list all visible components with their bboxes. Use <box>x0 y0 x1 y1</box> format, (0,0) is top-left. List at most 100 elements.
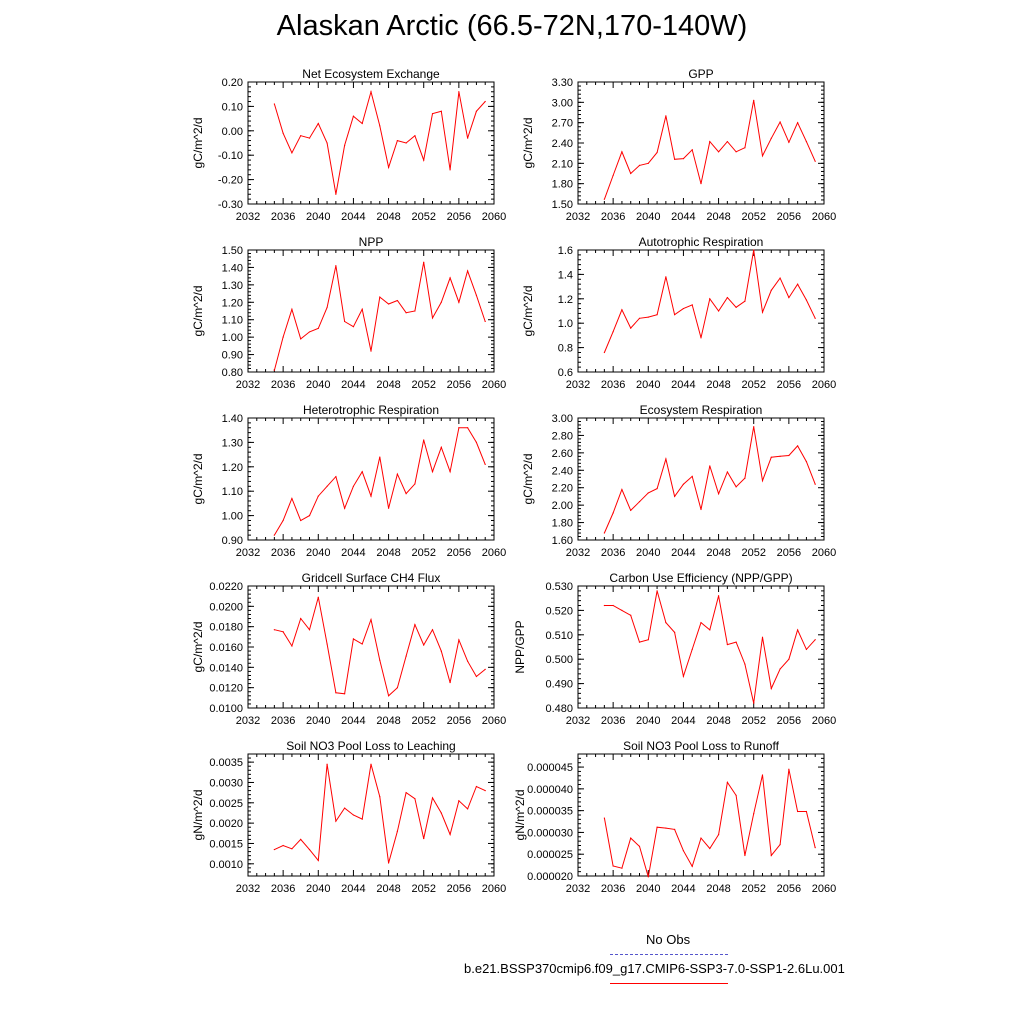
data-point <box>709 847 711 850</box>
chart-title: Carbon Use Efficiency (NPP/GPP) <box>609 571 792 585</box>
series-line <box>604 590 816 704</box>
data-point <box>665 827 667 829</box>
x-tick-label: 2048 <box>706 211 730 223</box>
x-tick-label: 2056 <box>777 379 801 391</box>
data-point <box>335 265 337 267</box>
data-point <box>621 488 623 491</box>
data-point <box>352 115 355 117</box>
y-tick-label: 0.6 <box>558 367 573 379</box>
data-point <box>300 617 302 620</box>
data-point <box>449 833 451 836</box>
y-tick-label: 1.6 <box>558 245 573 257</box>
data-point <box>440 650 442 652</box>
data-point <box>467 270 469 272</box>
data-point <box>449 681 451 684</box>
chart-title: Net Ecosystem Exchange <box>302 67 440 81</box>
y-tick-label: 0.0100 <box>209 703 243 715</box>
chart-title: Soil NO3 Pool Loss to Leaching <box>286 739 455 753</box>
data-point <box>797 122 799 124</box>
data-point <box>423 159 425 161</box>
data-point <box>361 471 363 473</box>
data-point <box>273 629 275 631</box>
y-tick-label: 1.20 <box>222 462 243 474</box>
data-point <box>370 763 372 765</box>
y-tick-label: 0.000025 <box>527 849 573 861</box>
data-point <box>405 792 407 794</box>
y-tick-label: 1.0 <box>558 318 573 330</box>
data-point <box>475 110 478 112</box>
y-tick-label: 1.80 <box>552 518 573 530</box>
data-point <box>674 495 676 498</box>
data-point <box>656 487 658 490</box>
data-point <box>735 306 737 308</box>
data-point <box>344 320 346 323</box>
series-line <box>603 426 816 534</box>
y-tick-label: 0.0200 <box>209 601 243 613</box>
data-point <box>308 137 311 139</box>
data-point <box>282 519 284 522</box>
data-point <box>431 317 434 319</box>
data-point <box>387 303 390 305</box>
y-axis-label: gN/m^2/d <box>191 790 205 841</box>
data-point <box>475 441 478 443</box>
data-point <box>621 151 623 153</box>
data-point <box>717 310 720 312</box>
data-point <box>779 455 781 457</box>
y-tick-label: 2.00 <box>552 500 573 512</box>
data-point <box>414 310 416 312</box>
data-point <box>709 465 711 467</box>
data-point <box>317 495 319 497</box>
chart-0: Net Ecosystem Exchange gC/m^2/d 2032 2036 20… <box>191 67 506 223</box>
x-tick-label: 2040 <box>306 379 330 391</box>
data-point <box>700 183 702 185</box>
data-point <box>317 596 319 598</box>
data-point <box>396 139 398 142</box>
x-tick-label: 2044 <box>671 211 695 223</box>
data-point <box>656 314 658 316</box>
x-tick-label: 2040 <box>636 211 660 223</box>
x-tick-label: 2060 <box>812 379 836 391</box>
y-tick-label: 0.00 <box>222 126 243 138</box>
data-point <box>335 820 337 822</box>
data-point <box>379 296 381 298</box>
y-tick-label: 1.80 <box>552 179 573 191</box>
data-point <box>484 100 486 103</box>
data-point <box>440 446 442 448</box>
y-tick-label: 1.00 <box>222 511 243 523</box>
x-tick-label: 2048 <box>706 379 730 391</box>
data-point <box>273 103 275 105</box>
data-point <box>440 301 442 303</box>
data-point <box>744 477 746 479</box>
data-point <box>656 590 658 592</box>
chart-1: GPP gC/m^2/d 2032 2036 2040 2044 2048 2052 2056 2… <box>521 67 836 223</box>
data-point <box>467 808 469 810</box>
series-line <box>273 89 486 195</box>
x-tick-label: 2032 <box>566 715 590 727</box>
series-line <box>603 769 816 878</box>
y-tick-label: 1.60 <box>552 535 573 547</box>
series-line <box>273 427 486 536</box>
x-tick-label: 2060 <box>482 715 506 727</box>
data-point <box>317 327 319 330</box>
y-tick-label: 0.0035 <box>209 757 243 769</box>
data-point <box>630 614 632 616</box>
x-tick-label: 2036 <box>271 883 295 895</box>
data-point <box>630 327 632 329</box>
x-tick-label: 2052 <box>411 715 435 727</box>
legend-case-label: b.e21.BSSP370cmip6.f09_g17.CMIP6-SSP3-7.… <box>464 961 845 976</box>
data-point <box>467 427 469 429</box>
data-point <box>726 141 728 143</box>
x-tick-label: 2032 <box>236 547 260 559</box>
data-point <box>805 141 808 143</box>
x-tick-label: 2056 <box>447 211 471 223</box>
legend-obs-line <box>610 954 728 955</box>
data-point <box>484 790 486 792</box>
data-point <box>387 862 390 864</box>
data-point <box>726 643 728 646</box>
y-tick-label: 0.20 <box>222 77 243 89</box>
data-point <box>682 675 685 677</box>
data-point <box>814 317 816 319</box>
x-tick-label: 2056 <box>777 547 801 559</box>
x-tick-label: 2056 <box>777 883 801 895</box>
